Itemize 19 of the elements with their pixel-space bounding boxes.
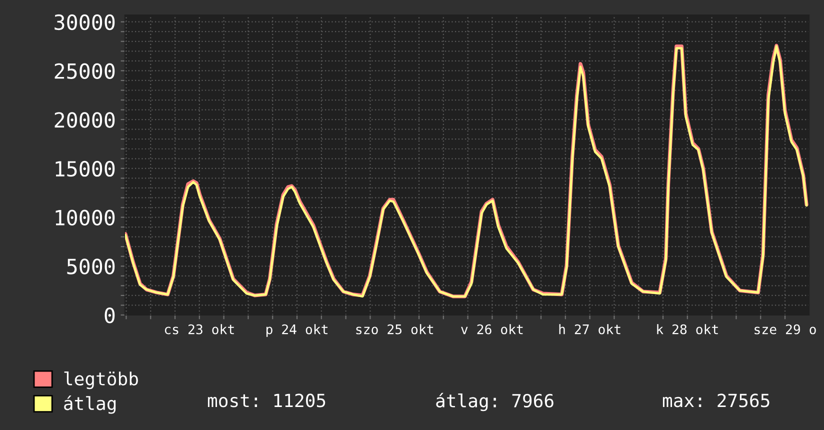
x-tick-label: szo 25 okt — [356, 324, 434, 334]
legend-label: legtöbb — [64, 371, 138, 390]
x-tick-label: sze 29 o — [754, 324, 816, 334]
y-tick-label: 5000 — [67, 258, 115, 274]
legend-label: átlag — [64, 395, 116, 414]
x-tick-label: cs 23 okt — [164, 324, 234, 334]
y-tick-label: 25000 — [54, 63, 115, 79]
text: átlag: 7966 — [436, 392, 554, 412]
y-tick-label: 20000 — [54, 112, 115, 128]
y-tick-label: 30000 — [54, 14, 115, 30]
y-tick-label: 15000 — [56, 160, 115, 177]
y-tick-label: 0 — [104, 308, 115, 324]
x-tick-label: k 28 okt — [657, 324, 718, 334]
y-tick-label: 10000 — [56, 210, 115, 226]
x-tick-label: p 24 okt — [266, 324, 328, 337]
text: most: 11205 — [208, 394, 326, 408]
x-tick-label: v 26 okt — [461, 324, 523, 334]
text: max: 27565 — [662, 394, 770, 408]
x-tick-label: h 27 okt — [559, 324, 620, 334]
